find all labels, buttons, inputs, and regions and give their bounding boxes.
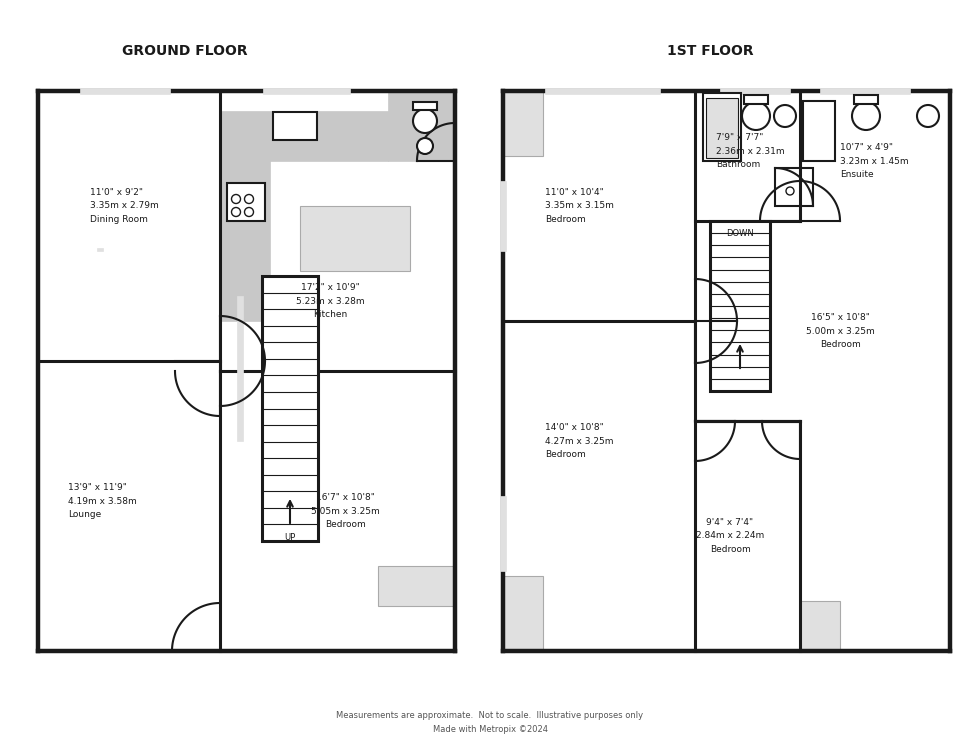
Bar	[545, 88, 660, 94]
Circle shape	[742, 102, 770, 130]
Bar	[273, 112, 317, 140]
Text: 13'9" x 11'9"
4.19m x 3.58m
Lounge: 13'9" x 11'9" 4.19m x 3.58m Lounge	[68, 484, 137, 519]
Circle shape	[917, 105, 939, 127]
Bar	[500, 496, 506, 571]
Text: 9'4" x 7'4"
2.84m x 2.24m
Bedroom: 9'4" x 7'4" 2.84m x 2.24m Bedroom	[696, 518, 764, 553]
Text: DOWN: DOWN	[726, 229, 754, 238]
Bar	[237, 296, 243, 441]
Bar	[300, 206, 410, 271]
Bar	[720, 88, 790, 94]
Text: Made with Metropix ©2024: Made with Metropix ©2024	[432, 725, 548, 734]
Bar	[854, 95, 878, 104]
Text: 11'0" x 10'4"
3.35m x 3.15m
Bedroom: 11'0" x 10'4" 3.35m x 3.15m Bedroom	[545, 189, 613, 224]
Circle shape	[244, 207, 254, 216]
Bar	[706, 98, 738, 158]
Circle shape	[231, 207, 240, 216]
Circle shape	[774, 105, 796, 127]
Bar	[220, 111, 388, 161]
Bar	[744, 95, 768, 104]
Text: UP: UP	[284, 533, 296, 542]
Text: 16'5" x 10'8"
5.00m x 3.25m
Bedroom: 16'5" x 10'8" 5.00m x 3.25m Bedroom	[806, 313, 874, 348]
Circle shape	[417, 138, 433, 154]
Bar	[262, 276, 318, 541]
Bar	[378, 566, 455, 606]
Bar	[503, 91, 543, 156]
Circle shape	[786, 187, 794, 195]
Text: 17'2" x 10'9"
5.23m x 3.28m
Kitchen: 17'2" x 10'9" 5.23m x 3.28m Kitchen	[296, 283, 365, 318]
Text: GROUND FLOOR: GROUND FLOOR	[122, 44, 248, 58]
Bar	[803, 101, 835, 161]
Bar	[220, 161, 270, 321]
Text: 16'7" x 10'8"
5.05m x 3.25m
Bedroom: 16'7" x 10'8" 5.05m x 3.25m Bedroom	[311, 493, 379, 529]
Bar	[388, 91, 455, 161]
Circle shape	[852, 102, 880, 130]
Bar	[227, 183, 265, 221]
Bar	[703, 93, 741, 161]
Bar	[263, 88, 350, 94]
Text: 11'0" x 9'2"
3.35m x 2.79m
Dining Room: 11'0" x 9'2" 3.35m x 2.79m Dining Room	[90, 189, 159, 224]
Bar	[503, 576, 543, 651]
Text: Measurements are approximate.  Not to scale.  Illustrative purposes only: Measurements are approximate. Not to sca…	[336, 711, 644, 720]
Bar	[500, 181, 506, 251]
Text: 7'9" x 7'7"
2.36m x 2.31m
Bathroom: 7'9" x 7'7" 2.36m x 2.31m Bathroom	[716, 133, 785, 169]
Circle shape	[244, 195, 254, 204]
Circle shape	[231, 195, 240, 204]
Bar	[820, 88, 910, 94]
Bar	[775, 168, 813, 206]
Text: 10'7" x 4'9"
3.23m x 1.45m
Ensuite: 10'7" x 4'9" 3.23m x 1.45m Ensuite	[840, 143, 908, 179]
Bar	[413, 102, 437, 110]
Bar	[800, 601, 840, 651]
Bar	[710, 221, 770, 391]
Bar	[97, 248, 103, 251]
Circle shape	[413, 109, 437, 133]
Text: 1ST FLOOR: 1ST FLOOR	[666, 44, 754, 58]
Text: 14'0" x 10'8"
4.27m x 3.25m
Bedroom: 14'0" x 10'8" 4.27m x 3.25m Bedroom	[545, 424, 613, 459]
Bar	[80, 88, 170, 94]
